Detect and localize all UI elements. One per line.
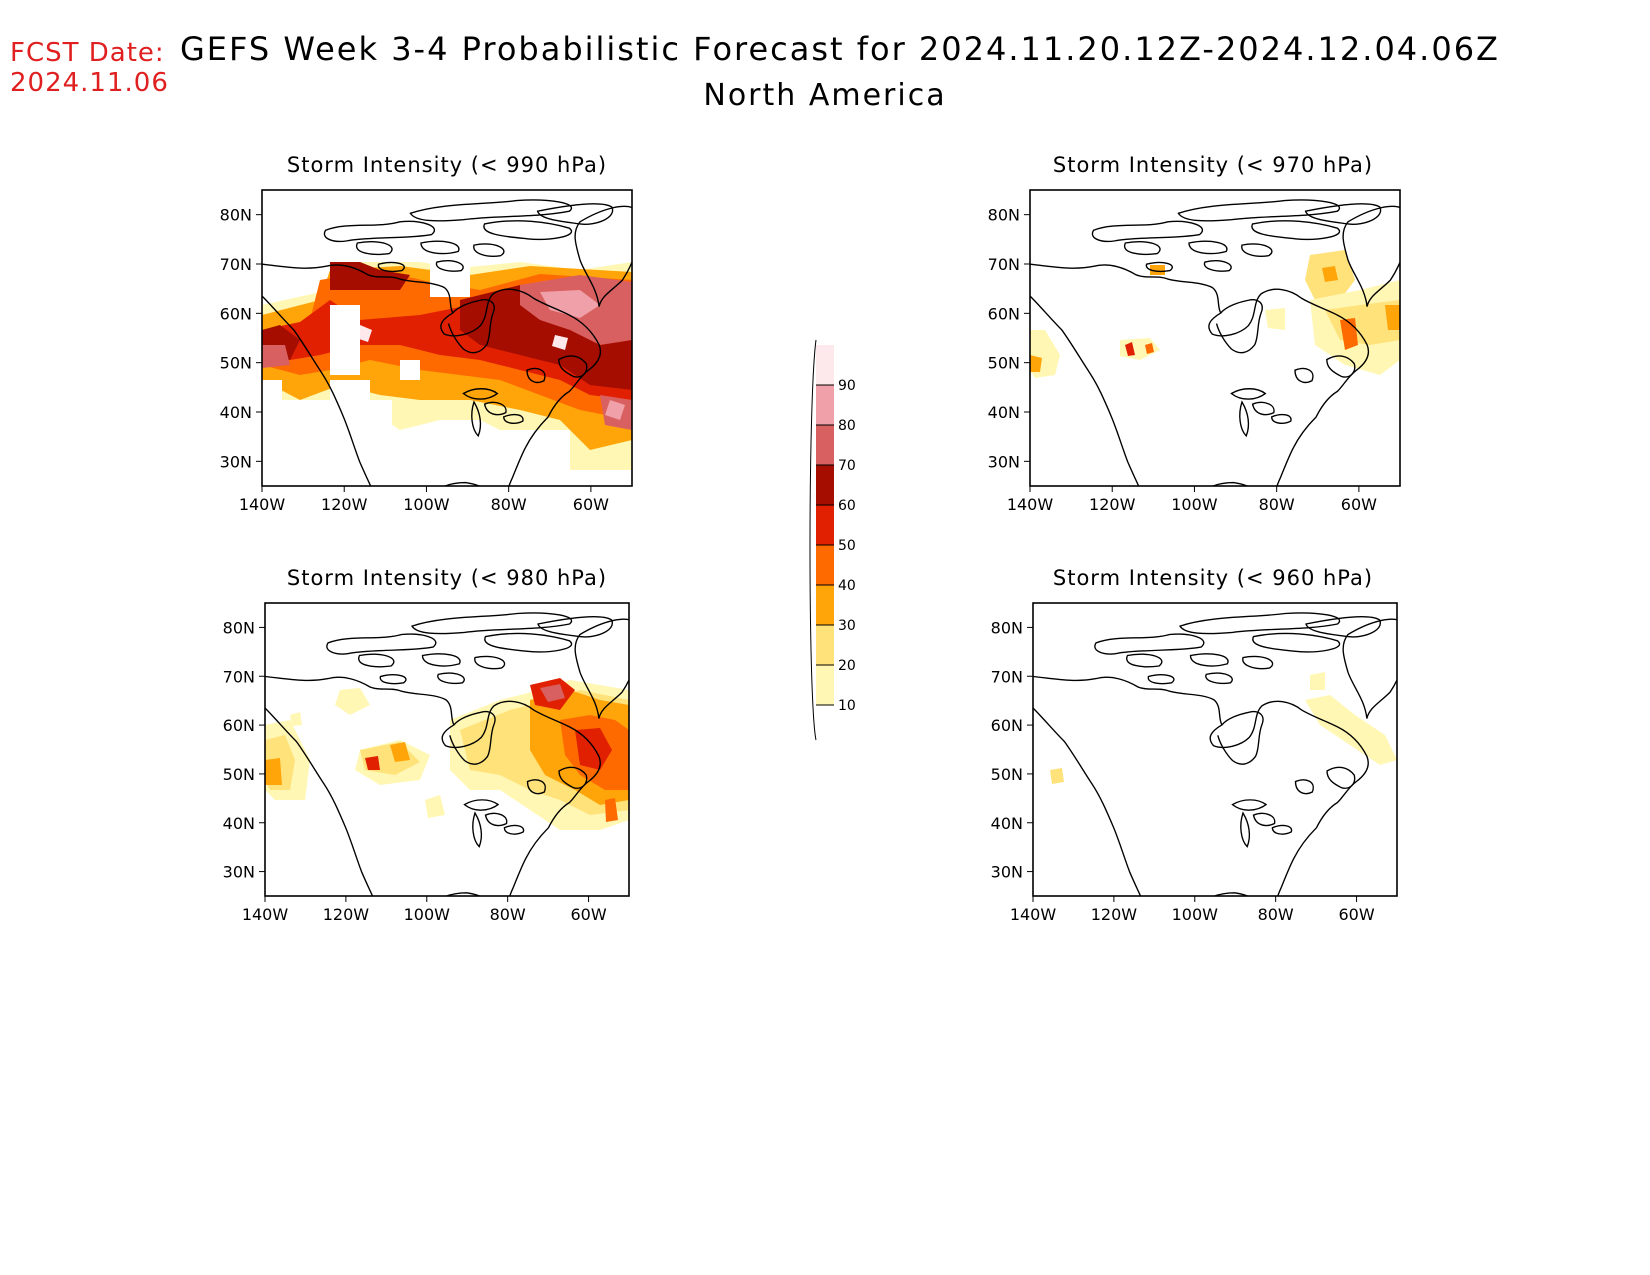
colorbar-label: 30 <box>838 618 856 634</box>
lat-tick-label: 80N <box>223 618 255 637</box>
lat-tick-label: 30N <box>220 452 252 471</box>
lon-tick-label: 60W <box>1338 905 1374 924</box>
colorbar-swatch <box>816 425 834 465</box>
lat-tick-label: 30N <box>988 452 1020 471</box>
panel-title-970: Storm Intensity (< 970 hPa) <box>1053 153 1373 177</box>
colorbar-swatch <box>816 505 834 545</box>
lat-tick-label: 50N <box>223 765 255 784</box>
map-panel-970 <box>1029 189 1401 487</box>
panel-title-990: Storm Intensity (< 990 hPa) <box>287 153 607 177</box>
lon-tick-label: 120W <box>1089 495 1136 514</box>
lat-tick-label: 30N <box>991 863 1023 882</box>
colorbar-label: 80 <box>838 418 856 434</box>
lat-tick-label: 50N <box>988 354 1020 373</box>
lat-tick-label: 60N <box>988 304 1020 323</box>
lon-tick-label: 100W <box>403 495 450 514</box>
colorbar-label: 20 <box>838 658 856 674</box>
lat-tick-label: 80N <box>220 206 252 225</box>
lat-tick-label: 70N <box>988 255 1020 274</box>
colorbar-swatch <box>816 625 834 665</box>
colorbar-label: 10 <box>838 698 856 714</box>
colorbar-swatch <box>816 345 834 385</box>
lon-tick-label: 80W <box>490 905 526 924</box>
lon-tick-label: 100W <box>1172 905 1219 924</box>
lat-tick-label: 50N <box>991 765 1023 784</box>
lon-tick-label: 60W <box>573 495 609 514</box>
colorbar-swatch <box>816 665 834 705</box>
lon-tick-label: 60W <box>570 905 606 924</box>
lat-tick-label: 30N <box>223 863 255 882</box>
lat-tick-label: 80N <box>991 618 1023 637</box>
lon-tick-label: 140W <box>239 495 286 514</box>
lon-tick-label: 80W <box>1259 495 1295 514</box>
lat-tick-label: 70N <box>220 255 252 274</box>
lat-tick-label: 40N <box>223 814 255 833</box>
lat-tick-label: 60N <box>220 304 252 323</box>
colorbar-swatch <box>816 585 834 625</box>
lat-tick-label: 50N <box>220 354 252 373</box>
forecast-date-label: FCST Date: <box>10 38 165 68</box>
colorbar-label: 90 <box>838 378 856 394</box>
region-subtitle: North America <box>703 78 947 113</box>
colorbar-label: 50 <box>838 538 856 554</box>
lat-tick-label: 80N <box>988 206 1020 225</box>
map-panel-960 <box>1032 602 1398 897</box>
lon-tick-label: 140W <box>242 905 289 924</box>
map-panel-980 <box>264 602 630 897</box>
color-legend: 10 20 30 40 50 60 70 80 90 <box>809 339 856 741</box>
panel-title-960: Storm Intensity (< 960 hPa) <box>1053 566 1373 590</box>
lon-tick-label: 100W <box>404 905 451 924</box>
map-panel-990 <box>261 189 633 487</box>
lat-tick-label: 60N <box>223 716 255 735</box>
colorbar-label: 70 <box>838 458 856 474</box>
lon-tick-label: 140W <box>1010 905 1057 924</box>
lat-tick-label: 70N <box>223 667 255 686</box>
colorbar-swatch <box>816 465 834 505</box>
colorbar-swatch <box>816 385 834 425</box>
lon-tick-label: 120W <box>321 495 368 514</box>
lon-tick-label: 100W <box>1171 495 1218 514</box>
lon-tick-label: 80W <box>491 495 527 514</box>
colorbar-label: 60 <box>838 498 856 514</box>
lat-tick-label: 40N <box>991 814 1023 833</box>
colorbar-swatch <box>816 545 834 585</box>
forecast-date-value: 2024.11.06 <box>10 68 169 98</box>
lat-tick-label: 40N <box>988 403 1020 422</box>
page-title: GEFS Week 3-4 Probabilistic Forecast for… <box>180 30 1500 68</box>
lon-tick-label: 120W <box>323 905 370 924</box>
lat-tick-label: 70N <box>991 667 1023 686</box>
lon-tick-label: 80W <box>1258 905 1294 924</box>
lon-tick-label: 60W <box>1341 495 1377 514</box>
colorbar-label: 40 <box>838 578 856 594</box>
lon-tick-label: 140W <box>1007 495 1054 514</box>
lat-tick-label: 60N <box>991 716 1023 735</box>
lat-tick-label: 40N <box>220 403 252 422</box>
lon-tick-label: 120W <box>1091 905 1138 924</box>
panel-title-980: Storm Intensity (< 980 hPa) <box>287 566 607 590</box>
